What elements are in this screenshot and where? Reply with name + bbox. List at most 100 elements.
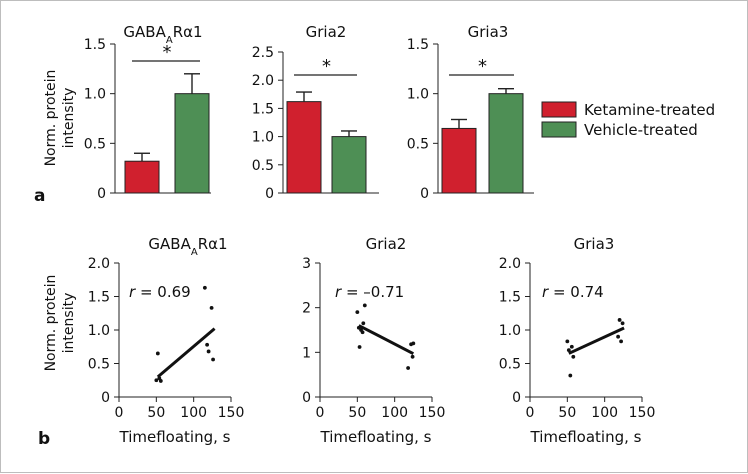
x-tick-label: 100 bbox=[180, 405, 207, 421]
bar-vehicle bbox=[488, 93, 524, 194]
x-axis-label: Timefloating, s bbox=[119, 428, 231, 446]
data-point bbox=[357, 345, 362, 349]
data-point bbox=[406, 366, 411, 370]
y-tick-label: 2.0 bbox=[88, 256, 110, 272]
y-tick-label: 1.5 bbox=[88, 290, 110, 306]
regression-line bbox=[568, 326, 625, 355]
y-tick-label: 2.0 bbox=[499, 256, 521, 272]
x-tick-label: 150 bbox=[629, 405, 656, 421]
y-tick-label: 1.5 bbox=[252, 101, 274, 117]
significance-star: * bbox=[322, 56, 331, 77]
y-tick-label: 0 bbox=[302, 390, 311, 406]
chart-title-main: GABA bbox=[123, 23, 166, 41]
correlation-annotation: r = –0.71 bbox=[335, 283, 404, 301]
y-tick-label: 0.5 bbox=[88, 357, 110, 373]
data-point bbox=[361, 321, 366, 326]
bar-ketamine bbox=[124, 160, 160, 194]
chart-0: 0 0.5 1.0 1.5 * bbox=[84, 37, 211, 202]
y-tick-label: 0 bbox=[420, 186, 429, 202]
data-point bbox=[411, 341, 416, 346]
correlation-annotation: r = 0.69 bbox=[129, 283, 191, 301]
y-tick-label: 1.5 bbox=[499, 290, 521, 306]
x-tick-label: 0 bbox=[115, 405, 124, 421]
correlation-value: = 0.74 bbox=[548, 283, 604, 301]
y-tick-label: 0 bbox=[101, 390, 110, 406]
correlation-r-symbol: r bbox=[542, 283, 549, 301]
chart-2: 0 0.5 1.0 1.5 * bbox=[407, 37, 534, 202]
x-axis-label: Timefloating, s bbox=[320, 428, 432, 446]
regression-line bbox=[156, 327, 216, 379]
y-axis-label-line1: Norm. protein bbox=[43, 275, 59, 372]
x-tick-label: 0 bbox=[316, 405, 325, 421]
y-axis-label-line2: intensity bbox=[61, 88, 77, 149]
data-point bbox=[202, 285, 207, 290]
x-tick-label: 50 bbox=[348, 405, 366, 421]
y-axis-label-line2: intensity bbox=[61, 293, 77, 354]
chart-title-tail: Rα1 bbox=[198, 235, 228, 253]
y-tick-label: 0.5 bbox=[407, 136, 429, 152]
chart-title: Gria2 bbox=[306, 23, 347, 41]
y-axis-label-bottom: Norm. protein intensity bbox=[43, 275, 77, 372]
chart-title: Gria3 bbox=[574, 235, 615, 253]
legend-swatch-ketamine bbox=[541, 101, 577, 118]
y-tick-label: 1 bbox=[302, 345, 311, 361]
data-point bbox=[360, 330, 365, 335]
y-tick-label: 2.0 bbox=[252, 73, 274, 89]
y-tick-label: 0.5 bbox=[84, 136, 106, 152]
data-point bbox=[362, 303, 367, 308]
chart-title-subscript: A bbox=[191, 247, 198, 258]
x-tick-label: 150 bbox=[218, 405, 245, 421]
y-tick-label: 1.0 bbox=[88, 323, 110, 339]
correlation-r-symbol: r bbox=[335, 283, 342, 301]
chart-5: 0 0.5 1.0 1.5 2.0 0 50 100 150 Timefloating, s r =… bbox=[499, 256, 656, 446]
bar-vehicle bbox=[331, 136, 367, 194]
legend: Ketamine-treated Vehicle-treated bbox=[541, 101, 715, 139]
data-point bbox=[211, 357, 215, 362]
regression-line bbox=[358, 324, 415, 356]
plots: 00.51.01.5 *GABAARα100.51.01.52.02.5*Gria… bbox=[84, 23, 656, 446]
correlation-value: = 0.69 bbox=[135, 283, 191, 301]
y-tick-label: 1.5 bbox=[84, 37, 106, 53]
chart-title: GABAARα1 bbox=[123, 23, 202, 46]
y-tick-label: 1.0 bbox=[252, 130, 274, 146]
chart-title-tail: Rα1 bbox=[173, 23, 203, 41]
data-point bbox=[616, 334, 621, 339]
y-tick-label: 0.5 bbox=[499, 357, 521, 373]
data-point bbox=[410, 354, 415, 359]
x-tick-label: 100 bbox=[591, 405, 618, 421]
chart-1: 0 0.5 1.0 1.5 2.0 2.5 * bbox=[252, 45, 379, 202]
x-tick-label: 150 bbox=[419, 405, 446, 421]
chart-title-main: GABA bbox=[148, 235, 191, 253]
bar-ketamine bbox=[441, 127, 477, 194]
significance-star: * bbox=[478, 56, 487, 77]
y-tick-label: 2.5 bbox=[252, 45, 274, 61]
legend-label-vehicle: Vehicle-treated bbox=[584, 121, 698, 139]
data-point bbox=[209, 305, 214, 310]
y-tick-label: 2 bbox=[302, 301, 311, 317]
data-point bbox=[568, 373, 573, 378]
data-point bbox=[158, 379, 163, 383]
correlation-annotation: r = 0.74 bbox=[542, 283, 604, 301]
y-tick-label: 3 bbox=[302, 256, 311, 272]
y-tick-label: 0 bbox=[512, 390, 521, 406]
y-tick-label: 0.5 bbox=[252, 158, 274, 174]
chart-3: 0 0.5 1.0 1.5 2.0 0 50 100 150 Timefloating, s r =… bbox=[88, 256, 245, 446]
x-tick-label: 50 bbox=[147, 405, 165, 421]
data-point bbox=[620, 321, 625, 326]
data-point bbox=[155, 351, 160, 356]
significance-star: * bbox=[163, 42, 172, 63]
bar-ketamine bbox=[286, 101, 322, 194]
data-point bbox=[206, 349, 211, 354]
y-axis-label-line1: Norm. protein bbox=[43, 70, 59, 167]
y-tick-label: 1.0 bbox=[84, 87, 106, 103]
chart-title: Gria3 bbox=[468, 23, 509, 41]
correlation-r-symbol: r bbox=[129, 283, 136, 301]
data-point bbox=[205, 342, 210, 347]
chart-title: GABAARα1 bbox=[148, 235, 227, 258]
data-point bbox=[565, 339, 570, 344]
y-tick-label: 0 bbox=[97, 186, 106, 202]
data-point bbox=[566, 348, 571, 352]
data-point bbox=[571, 354, 576, 359]
data-point bbox=[617, 318, 622, 322]
